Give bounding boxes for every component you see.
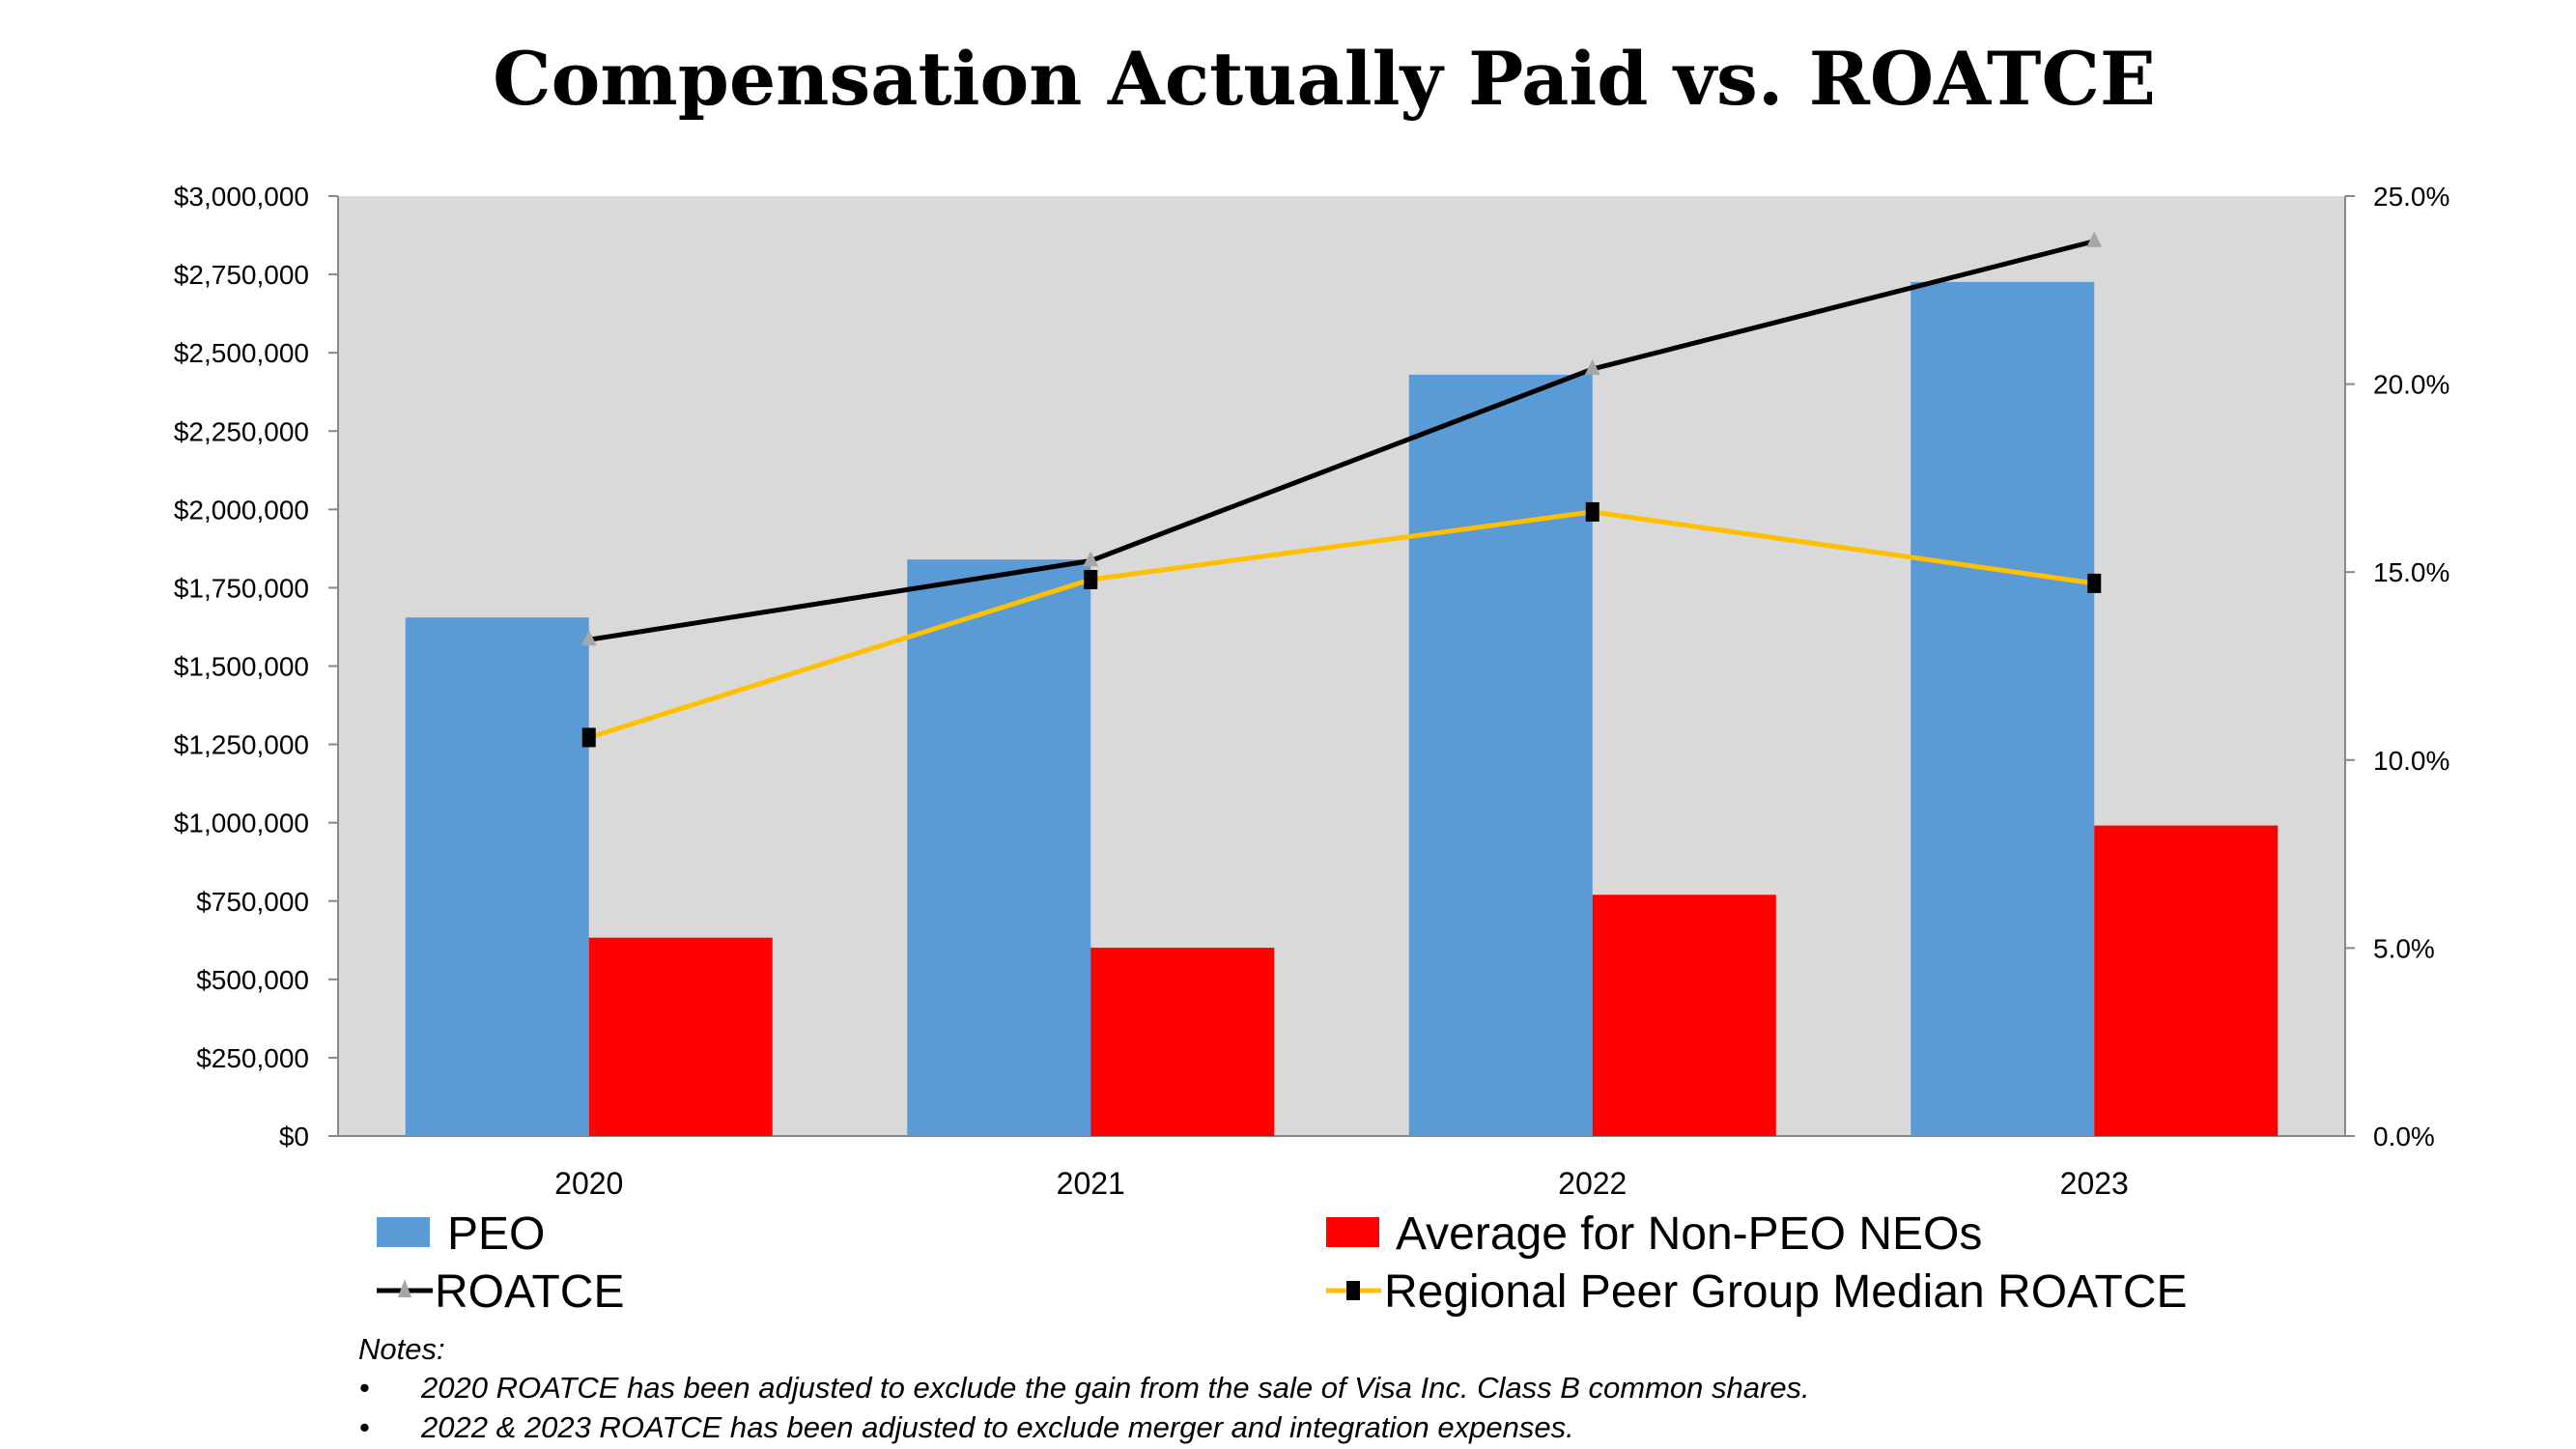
y-right-tick-label: 20.0% [2373,370,2449,400]
legend-label-non-peo: Average for Non-PEO NEOs [1396,1208,1982,1260]
legend-marker-roatce [398,1279,411,1297]
y-left-tick-label: $2,500,000 [174,338,309,368]
note-bullet: • [359,1371,370,1405]
x-tick-label: 2023 [2060,1166,2129,1201]
y-left-tick-label: $250,000 [196,1043,309,1073]
bar-average-for-non-peo-neos [1592,895,1776,1136]
note-bullet: • [359,1410,370,1444]
legend-swatch-non-peo [1326,1217,1379,1247]
point-regional-peer-group-median-roatce [1084,569,1098,589]
x-tick-label: 2022 [1558,1166,1627,1201]
notes-heading: Notes: [358,1332,445,1366]
point-roatce [1083,551,1099,567]
point-regional-peer-group-median-roatce [2087,573,2102,593]
point-roatce [2086,231,2103,247]
y-left-tick-label: $2,250,000 [174,416,309,446]
legend-label-peo: PEO [447,1208,545,1260]
x-tick-label: 2020 [554,1166,623,1201]
y-right-tick-label: 10.0% [2373,746,2449,776]
y-right-tick-label: 0.0% [2373,1122,2435,1151]
y-right-tick-label: 25.0% [2373,182,2449,212]
y-left-tick-label: $1,500,000 [174,652,309,682]
y-left-tick-label: $2,000,000 [174,495,309,525]
bar-peo [1911,281,2095,1137]
y-right-tick-label: 15.0% [2373,557,2449,587]
point-roatce [1584,359,1600,376]
y-left-tick-label: $1,250,000 [174,730,309,760]
point-roatce [580,630,597,646]
bar-peo [1408,374,1593,1136]
x-tick-label: 2021 [1057,1166,1125,1201]
point-regional-peer-group-median-roatce [1585,501,1599,522]
y-right-tick-label: 5.0% [2373,933,2435,963]
y-left-tick-label: $3,000,000 [174,182,309,212]
legend-swatch-peo [377,1217,430,1247]
line-roatce [588,239,2095,642]
point-regional-peer-group-median-roatce [581,727,596,748]
bar-average-for-non-peo-neos [1090,948,1275,1136]
bar-average-for-non-peo-neos [2094,825,2279,1136]
y-left-tick-label: $1,000,000 [174,809,309,838]
legend-marker-peer [1346,1281,1360,1300]
y-left-tick-label: $2,750,000 [174,260,309,290]
y-left-tick-label: $750,000 [196,887,309,917]
legend-label-roatce: ROATCE [435,1266,624,1318]
line-regional-peer-group-median-roatce [587,509,2095,740]
y-left-tick-label: $1,750,000 [174,573,309,603]
note-2: 2022 & 2023 ROATCE has been adjusted to … [420,1410,1574,1444]
bar-peo [907,559,1091,1136]
bar-average-for-non-peo-neos [588,937,773,1136]
chart-title: Compensation Actually Paid vs. ROATCE [493,36,2156,122]
bar-peo [405,617,589,1136]
note-1: 2020 ROATCE has been adjusted to exclude… [420,1371,1810,1405]
legend-label-peer: Regional Peer Group Median ROATCE [1384,1266,2188,1318]
y-left-tick-label: $500,000 [196,965,309,995]
y-left-tick-label: $0 [279,1122,309,1151]
